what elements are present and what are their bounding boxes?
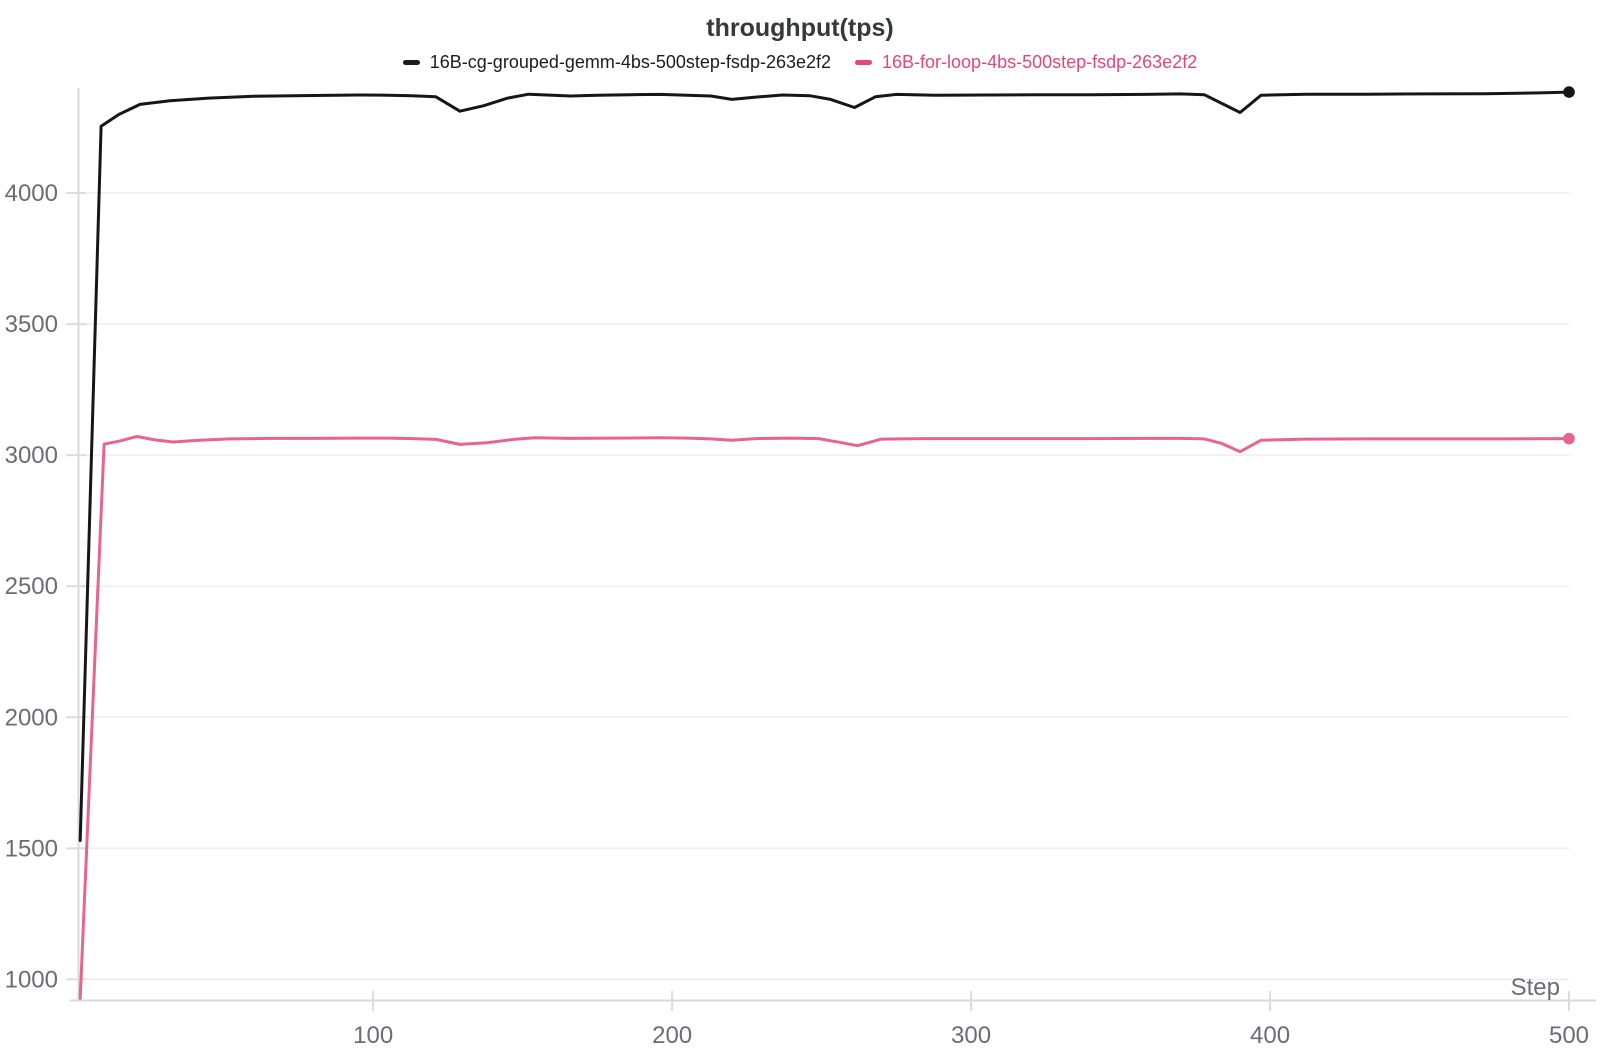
x-tick-label: 300 [951, 1022, 991, 1049]
y-tick-label: 1500 [5, 835, 58, 862]
legend-swatch-for-loop-icon [855, 60, 873, 65]
y-tick-label: 3000 [5, 442, 58, 469]
legend-label-cg-grouped-gemm: 16B-cg-grouped-gemm-4bs-500step-fsdp-263… [429, 52, 832, 72]
legend-item-for-loop: 16B-for-loop-4bs-500step-fsdp-263e2f2 [855, 52, 1197, 73]
legend: 16B-cg-grouped-gemm-4bs-500step-fsdp-263… [0, 52, 1600, 73]
x-tick-label: 100 [353, 1022, 393, 1049]
x-axis-title: Step [1511, 974, 1560, 1001]
legend-label-for-loop: 16B-for-loop-4bs-500step-fsdp-263e2f2 [882, 52, 1198, 72]
series-endpoint-for-loop [1563, 432, 1575, 445]
series-line-cg-grouped-gemm [78, 90, 1571, 842]
x-tick-label: 400 [1250, 1022, 1290, 1049]
chart-title: throughput(tps) [706, 14, 894, 42]
series-line-for-loop [78, 435, 1571, 1000]
y-tick-label: 4000 [5, 180, 58, 207]
x-tick-label: 200 [652, 1022, 692, 1049]
legend-swatch-cg-grouped-gemm-icon [402, 60, 420, 65]
y-tick-label: 2000 [5, 704, 58, 731]
x-tick-label: 500 [1549, 1022, 1589, 1049]
legend-item-cg-grouped-gemm: 16B-cg-grouped-gemm-4bs-500step-fsdp-263… [402, 52, 832, 73]
y-tick-label: 1000 [5, 966, 58, 993]
y-tick-label: 2500 [5, 573, 58, 600]
y-tick-label: 3500 [5, 311, 58, 338]
series-endpoint-cg-grouped-gemm [1563, 86, 1575, 98]
